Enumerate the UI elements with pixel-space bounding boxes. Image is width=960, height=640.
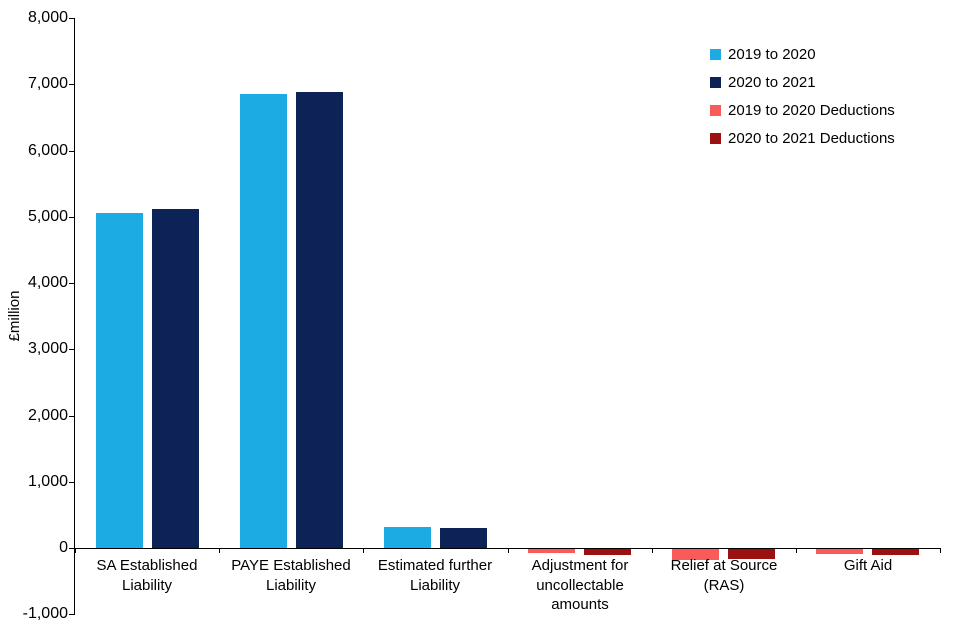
bar-2019-to-2020-deductions: [816, 549, 863, 554]
y-tick-mark: [69, 482, 75, 483]
bar-2020-to-2021-deductions: [728, 549, 775, 559]
legend-item: 2019 to 2020 Deductions: [710, 102, 895, 119]
y-tick-mark: [69, 349, 75, 350]
legend-label: 2020 to 2021 Deductions: [728, 130, 895, 147]
y-tick-label: 0: [59, 539, 68, 556]
y-tick-label: 2,000: [27, 406, 68, 424]
y-tick-mark: [69, 151, 75, 152]
y-tick-mark: [69, 614, 75, 615]
legend-label: 2020 to 2021: [728, 74, 816, 91]
category-label: Estimated further Liability: [377, 557, 493, 594]
bar-2020-to-2021: [440, 528, 487, 548]
legend-item: 2020 to 2021: [710, 74, 895, 91]
y-tick-label: 7,000: [27, 75, 68, 93]
legend-swatch-2020-2021-deductions: [710, 133, 721, 144]
bar-2020-to-2021-deductions: [872, 549, 919, 555]
y-tick-label: 5,000: [27, 207, 68, 225]
y-tick-mark: [69, 84, 75, 85]
y-tick-label: 4,000: [27, 274, 68, 291]
bar-2019-to-2020: [384, 527, 431, 548]
y-tick-label: 8,000: [27, 9, 68, 26]
bar-2019-to-2020: [96, 213, 143, 548]
bar-2020-to-2021: [152, 209, 199, 548]
legend-item: 2020 to 2021 Deductions: [710, 130, 895, 147]
y-tick-mark: [69, 18, 75, 19]
legend-label: 2019 to 2020: [728, 46, 816, 63]
category-boundary-tick: [940, 548, 941, 553]
legend-swatch-2019-2020: [710, 49, 721, 60]
legend-swatch-2020-2021: [710, 77, 721, 88]
category-label: PAYE Established Liability: [231, 557, 351, 594]
category-label: SA Established Liability: [96, 557, 198, 594]
x-axis-line: [75, 548, 940, 549]
legend-label: 2019 to 2020 Deductions: [728, 102, 895, 119]
y-tick-mark: [69, 283, 75, 284]
category-boundary-tick: [363, 548, 364, 553]
category-label: Relief at Source (RAS): [670, 557, 778, 594]
bar-2020-to-2021: [296, 92, 343, 548]
category-label: Adjustment for uncollectable amounts: [531, 557, 629, 613]
y-tick-label: 6,000: [27, 141, 68, 159]
y-axis-title: £million: [6, 290, 23, 342]
y-axis-line: [74, 18, 75, 615]
y-tick-label: 3,000: [27, 340, 68, 358]
bar-2020-to-2021-deductions: [584, 549, 631, 555]
category-label: Gift Aid: [843, 557, 893, 574]
category-boundary-tick: [219, 548, 220, 553]
bar-2019-to-2020-deductions: [528, 549, 575, 553]
legend: 2019 to 2020 2020 to 2021 2019 to 2020 D…: [710, 46, 895, 158]
y-tick-mark: [69, 217, 75, 218]
category-boundary-tick: [75, 548, 76, 553]
category-boundary-tick: [796, 548, 797, 553]
y-tick-label: -1,000: [22, 605, 68, 623]
bar-2019-to-2020: [240, 94, 287, 548]
bar-2019-to-2020-deductions: [672, 549, 719, 560]
y-tick-mark: [69, 548, 75, 549]
legend-item: 2019 to 2020: [710, 46, 895, 63]
category-boundary-tick: [508, 548, 509, 553]
y-tick-mark: [69, 416, 75, 417]
category-boundary-tick: [652, 548, 653, 553]
y-tick-label: 1,000: [27, 472, 68, 490]
legend-swatch-2019-2020-deductions: [710, 105, 721, 116]
